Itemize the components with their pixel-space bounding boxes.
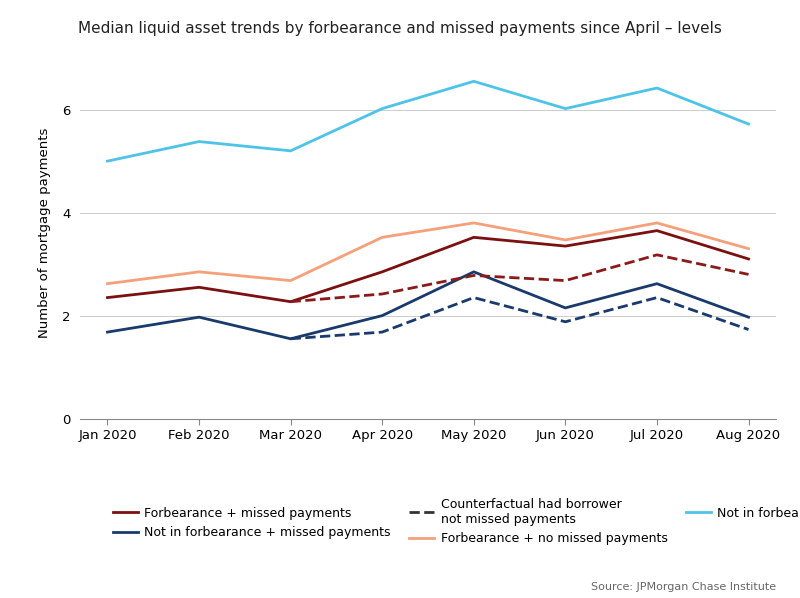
Y-axis label: Number of mortgage payments: Number of mortgage payments (38, 128, 50, 338)
Legend: Forbearance + missed payments, Not in forbearance + missed payments, Counterfact: Forbearance + missed payments, Not in fo… (108, 493, 800, 550)
Text: Source: JPMorgan Chase Institute: Source: JPMorgan Chase Institute (591, 582, 776, 592)
Text: Median liquid asset trends by forbearance and missed payments since April – leve: Median liquid asset trends by forbearanc… (78, 21, 722, 36)
